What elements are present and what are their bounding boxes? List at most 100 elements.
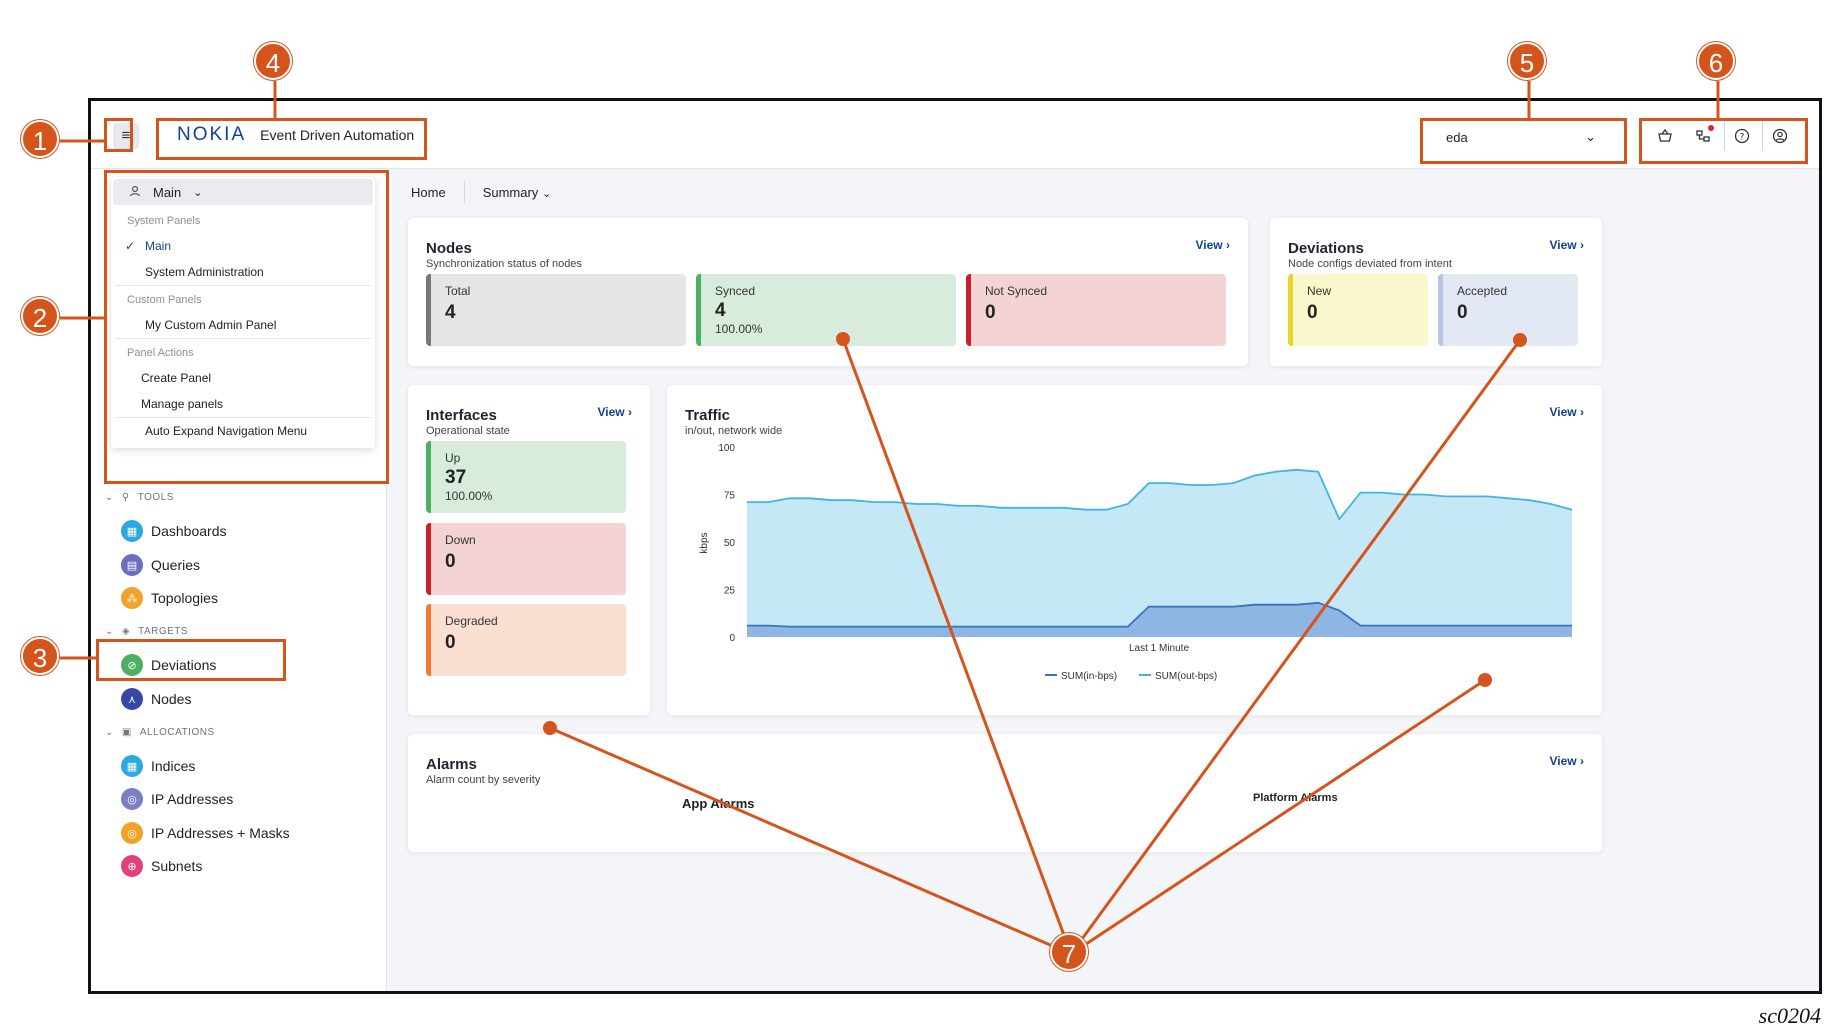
alarms-title: Alarms — [426, 756, 477, 773]
view-label: View — [597, 405, 625, 419]
deviations-card: Deviations Node configs deviated from in… — [1269, 217, 1603, 367]
interfaces-title: Interfaces — [426, 407, 497, 424]
nav-group-tools[interactable]: ⌄ ⚲ TOOLS — [105, 492, 174, 503]
sidebar-item-label: Queries — [151, 557, 201, 573]
sidebar-item-queries[interactable]: ▤ Queries — [121, 554, 200, 576]
hamburger-icon[interactable]: ≡ — [113, 123, 139, 149]
menu-item-main[interactable]: Main — [111, 233, 375, 259]
y-axis-label: kbps — [699, 532, 710, 553]
chevron-down-icon: ⌄ — [193, 186, 203, 199]
topology-icon: ⁂ — [121, 587, 143, 609]
help-icon[interactable]: ? — [1724, 121, 1758, 151]
deviations-accepted-tile[interactable]: Accepted 0 — [1438, 274, 1578, 346]
sidebar-item-ip-masks[interactable]: ◎ IP Addresses + Masks — [121, 822, 290, 844]
chevron-down-icon: ⌄ — [541, 187, 552, 200]
tile-label: Up — [445, 451, 461, 465]
query-icon: ▤ — [121, 554, 143, 576]
x-axis-label: Last 1 Minute — [1129, 643, 1189, 654]
sidebar-item-nodes[interactable]: ⋏ Nodes — [121, 688, 191, 710]
interfaces-view-link[interactable]: View › — [597, 405, 632, 419]
annotation-box-panel-menu — [104, 170, 389, 484]
sidebar-item-indices[interactable]: ▦ Indices — [121, 755, 195, 777]
interfaces-down-tile[interactable]: Down 0 — [426, 523, 626, 595]
nodes-not-synced-tile[interactable]: Not Synced 0 — [966, 274, 1226, 346]
basket-icon[interactable] — [1648, 121, 1682, 151]
interfaces-up-tile[interactable]: Up 37 100.00% — [426, 441, 626, 513]
deviations-new-tile[interactable]: New 0 — [1288, 274, 1428, 346]
sidebar-item-ip-addresses[interactable]: ◎ IP Addresses — [121, 788, 233, 810]
nav-group-targets[interactable]: ⌄ ◈ TARGETS — [105, 626, 188, 637]
deviations-subtitle: Node configs deviated from intent — [1288, 258, 1452, 270]
menu-section-custom: Custom Panels — [115, 285, 371, 312]
annotation-box-namespace — [1420, 118, 1627, 164]
traffic-card: Traffic in/out, network wide View › 0 25 5… — [666, 384, 1603, 716]
annotation-marker-2: 2 — [21, 297, 59, 335]
tile-value: 37 — [445, 467, 467, 488]
nav-group-allocations[interactable]: ⌄ ▣ ALLOCATIONS — [105, 727, 215, 738]
nav-group-label: TARGETS — [138, 626, 189, 637]
menu-item-create-panel[interactable]: Create Panel — [141, 371, 212, 385]
toolbar-icons: ? — [1648, 121, 1796, 151]
annotation-marker-1: 1 — [21, 120, 59, 158]
traffic-view-link[interactable]: View › — [1549, 405, 1584, 419]
nodes-synced-tile[interactable]: Synced 4 100.00% — [696, 274, 956, 346]
tile-label: Total — [445, 284, 471, 298]
interfaces-subtitle: Operational state — [426, 425, 510, 437]
tile-value: 4 — [445, 302, 456, 323]
alarms-subtitle: Alarm count by severity — [426, 774, 541, 786]
user-icon[interactable] — [1762, 121, 1796, 151]
ip-mask-icon: ◎ — [121, 822, 143, 844]
sidebar-item-label: Dashboards — [151, 523, 227, 539]
app-alarms-heading: App Alarms — [682, 796, 755, 811]
menu-section-actions: Panel Actions — [115, 338, 371, 365]
tile-label: Degraded — [445, 614, 498, 628]
y-tick-label: 100 — [718, 443, 735, 454]
node-icon: ⋏ — [121, 688, 143, 710]
subnet-icon: ⊕ — [121, 855, 143, 877]
annotation-box-targets — [96, 639, 286, 681]
menu-item-custom-admin[interactable]: My Custom Admin Panel — [145, 318, 277, 332]
chevron-down-icon: ⌄ — [105, 492, 114, 503]
annotation-box-toolbar — [1639, 118, 1808, 164]
breadcrumb-home[interactable]: Home — [411, 184, 446, 200]
user-icon — [129, 185, 141, 200]
namespace-select[interactable]: eda ⌄ — [1436, 123, 1606, 151]
view-label: View — [1549, 754, 1577, 768]
nav-group-label: TOOLS — [137, 492, 174, 503]
dashboard-icon: ▦ — [121, 520, 143, 542]
platform-alarms-heading: Platform Alarms — [1253, 792, 1338, 804]
breadcrumb: Home Summary ⌄ — [411, 169, 551, 215]
brand: NOKIA Event Driven Automation — [169, 115, 422, 155]
traffic-chart: 0 25 50 75 100 kbps Last 1 Minute SUM(in-bps) SU… — [699, 443, 1573, 682]
traffic-title: Traffic — [685, 407, 731, 424]
nodes-title: Nodes — [426, 240, 472, 257]
alarms-view-link[interactable]: View › — [1549, 754, 1584, 768]
annotation-marker-5: 5 — [1508, 42, 1546, 80]
tile-value: 0 — [985, 302, 996, 323]
deviations-view-link[interactable]: View › — [1549, 238, 1584, 252]
svg-text:?: ? — [1739, 133, 1744, 143]
tile-value: 0 — [445, 632, 456, 653]
menu-item-system-admin[interactable]: System Administration — [145, 265, 264, 279]
transactions-icon[interactable] — [1686, 121, 1720, 151]
nodes-total-tile[interactable]: Total 4 — [426, 274, 686, 346]
tile-percent: 100.00% — [445, 489, 493, 503]
app-name: Event Driven Automation — [260, 127, 415, 143]
breadcrumb-summary[interactable]: Summary ⌄ — [483, 185, 551, 200]
nodes-subtitle: Synchronization status of nodes — [426, 258, 582, 270]
tile-label: Down — [445, 533, 476, 547]
menu-item-manage-panels[interactable]: Manage panels — [141, 397, 224, 411]
y-tick-label: 75 — [724, 491, 736, 502]
sidebar-item-subnets[interactable]: ⊕ Subnets — [121, 855, 202, 877]
sidebar-item-topologies[interactable]: ⁂ Topologies — [121, 587, 218, 609]
annotation-marker-4: 4 — [254, 42, 292, 80]
sidebar-item-dashboards[interactable]: ▦ Dashboards — [121, 520, 227, 542]
tile-label: New — [1307, 284, 1332, 298]
interfaces-degraded-tile[interactable]: Degraded 0 — [426, 604, 626, 676]
tile-value: 4 — [715, 300, 726, 321]
panel-select-button[interactable]: Main ⌄ — [113, 179, 373, 205]
sidebar-item-deviations[interactable]: ⊘ Deviations — [121, 654, 216, 676]
menu-item-auto-expand[interactable]: Auto Expand Navigation Menu — [115, 417, 371, 448]
sidebar-item-label: Nodes — [151, 691, 192, 707]
nodes-view-link[interactable]: View › — [1195, 238, 1230, 252]
